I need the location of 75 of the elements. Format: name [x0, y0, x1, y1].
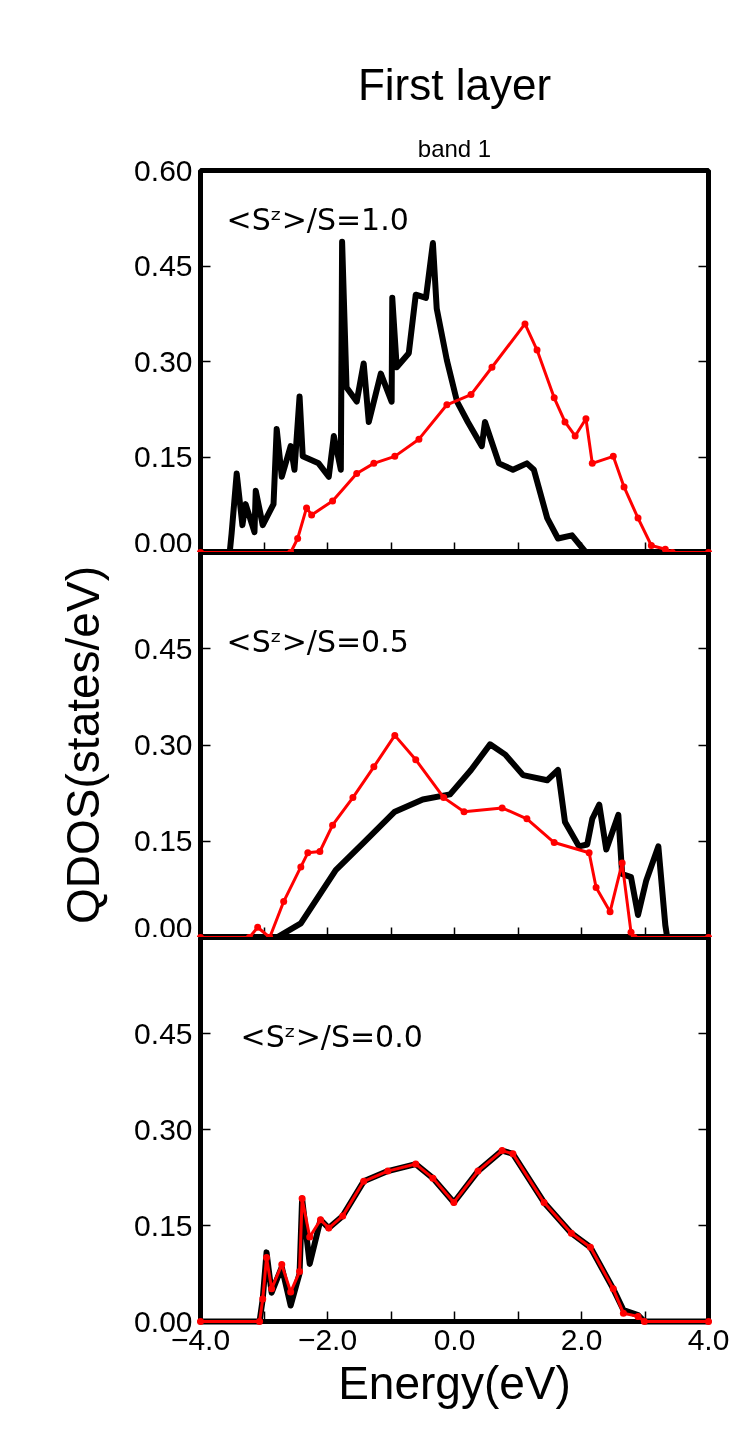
point — [197, 1318, 204, 1325]
y-tick-label: 0.00 — [134, 910, 193, 944]
point — [540, 1198, 548, 1206]
point — [450, 1198, 458, 1206]
point — [588, 459, 596, 467]
point — [263, 1254, 271, 1261]
chart-title: First layer — [357, 59, 552, 109]
point — [586, 1243, 594, 1251]
point — [259, 1295, 267, 1303]
x-axis-title: Energy(eV) — [338, 1356, 571, 1409]
point — [647, 542, 655, 549]
x-tick-label: −2.0 — [297, 1322, 358, 1356]
point — [620, 483, 628, 491]
point — [268, 1285, 276, 1293]
point — [287, 1288, 295, 1296]
annotation: <Sᶻ>/S=1.0 — [226, 201, 409, 237]
point — [474, 1167, 482, 1175]
point — [661, 545, 669, 552]
y-tick-label: 0.30 — [134, 344, 193, 378]
point — [634, 514, 642, 522]
point — [370, 459, 378, 467]
point — [339, 1212, 347, 1220]
point — [498, 1147, 506, 1155]
point — [308, 511, 316, 519]
point — [705, 1318, 712, 1325]
y-tick-label: 0.15 — [134, 440, 193, 473]
point — [294, 535, 302, 542]
point — [412, 1160, 420, 1168]
point — [640, 1318, 648, 1325]
y-tick-label: 0.45 — [134, 1016, 193, 1050]
y-tick-label: 0.45 — [134, 631, 193, 665]
point — [306, 1233, 314, 1241]
point — [509, 1150, 517, 1158]
point — [550, 394, 558, 402]
point — [443, 401, 451, 409]
y-tick-label: 0.15 — [134, 1208, 193, 1242]
point — [256, 1318, 264, 1325]
y-tick-label: 0.30 — [134, 728, 193, 761]
point — [521, 320, 529, 328]
y-tick-label: 0.45 — [134, 249, 193, 282]
x-tick-label: 4.0 — [687, 1322, 730, 1356]
point — [467, 391, 475, 399]
y-axis-title: QDOS(states/eV) — [57, 566, 110, 924]
y-tick-label: 0.60 — [134, 153, 193, 187]
point — [360, 1177, 368, 1185]
x-tick-label: 0.0 — [433, 1322, 476, 1356]
y-tick-label: 0.15 — [134, 824, 193, 858]
annotation: <Sᶻ>/S=0.5 — [226, 623, 409, 659]
point — [296, 1268, 304, 1276]
point — [571, 432, 579, 440]
point — [609, 452, 617, 460]
point — [567, 1229, 575, 1237]
point — [303, 504, 311, 512]
annotation: <Sᶻ>/S=0.0 — [240, 1018, 423, 1054]
chart-subtitle: band 1 — [417, 134, 492, 162]
point — [488, 363, 496, 371]
point — [353, 470, 361, 478]
point — [561, 418, 569, 426]
point — [415, 435, 423, 443]
y-tick-label: 0.30 — [134, 1112, 193, 1146]
point — [533, 346, 541, 354]
point — [634, 1312, 642, 1320]
y-tick-label: 0.00 — [134, 525, 193, 559]
point — [317, 1216, 325, 1224]
point — [384, 1167, 392, 1175]
x-tick-label: 2.0 — [560, 1322, 603, 1356]
point — [619, 1309, 627, 1317]
point — [278, 1261, 286, 1269]
point — [325, 1224, 333, 1232]
point — [609, 1285, 617, 1293]
point — [298, 1195, 306, 1203]
point — [329, 497, 337, 505]
point — [429, 1174, 437, 1182]
point — [391, 452, 399, 460]
point — [582, 415, 590, 423]
